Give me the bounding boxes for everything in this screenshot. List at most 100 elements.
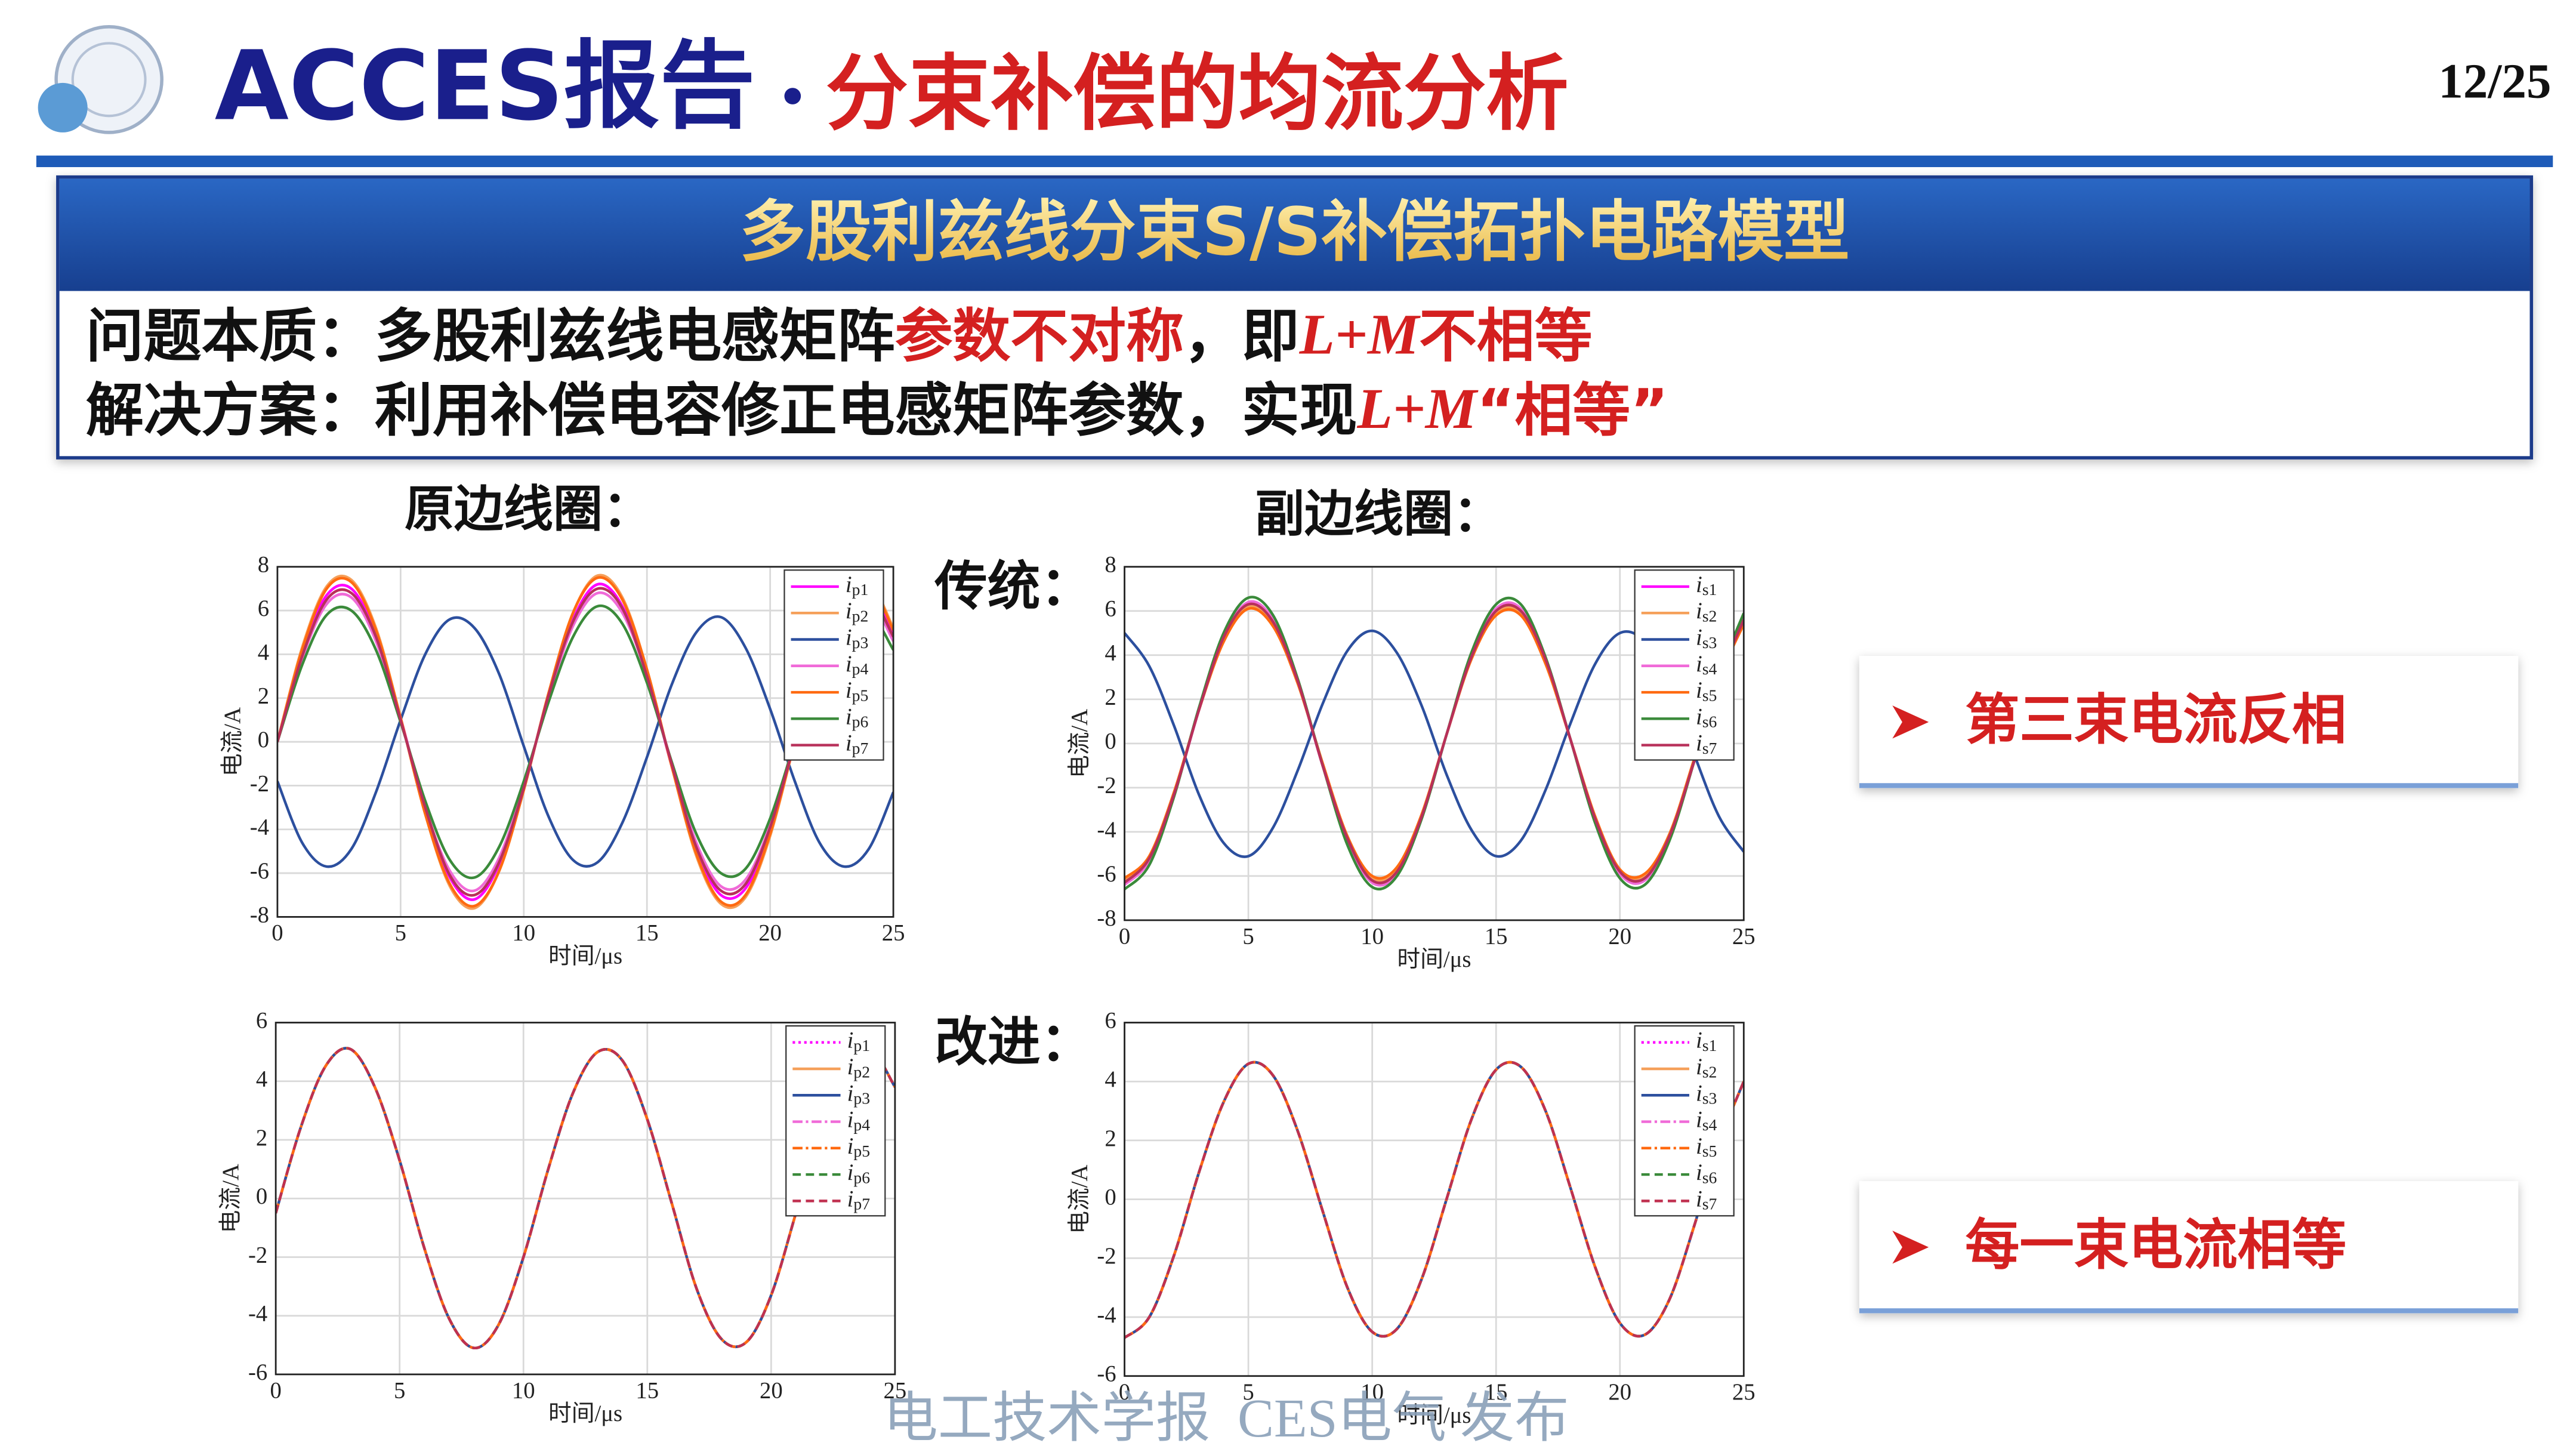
x-tick-label: 0: [270, 1377, 281, 1403]
legend-label-symbol: i: [846, 677, 852, 703]
legend-label: is2: [1696, 598, 1717, 625]
y-tick-label: 6: [258, 596, 269, 621]
y-tick-label: -4: [1097, 817, 1116, 843]
legend-label-subscript: s3: [1702, 1089, 1717, 1108]
legend-label-symbol: i: [1696, 572, 1702, 597]
line-chart: 0 5 10 15 20 25-8-6-4-202468时间/μs电流/Ais1is2is…: [1066, 552, 1755, 972]
y-tick-label: 0: [258, 727, 269, 753]
y-axis-label: 电流/A: [220, 707, 245, 776]
legend-label: ip5: [846, 677, 868, 705]
legend-label-symbol: i: [1696, 730, 1702, 756]
legend-label-subscript: s5: [1702, 1142, 1717, 1160]
legend-label-subscript: p1: [853, 1036, 870, 1055]
y-tick-label: 4: [1105, 1066, 1116, 1092]
x-tick-label: 0: [1119, 1379, 1130, 1405]
legend-label-symbol: i: [846, 730, 852, 756]
legend-label-subscript: s6: [1702, 713, 1717, 731]
legend-label: is4: [1696, 651, 1717, 679]
legend-label: ip5: [847, 1133, 870, 1161]
legend-label-subscript: p7: [852, 739, 869, 757]
series-group: [276, 1047, 895, 1349]
legend-label-symbol: i: [846, 704, 852, 729]
legend-label-symbol: i: [846, 624, 852, 650]
legend-label: ip4: [846, 651, 869, 679]
legend-label-subscript: p3: [853, 1089, 870, 1108]
text: 解决方案：利用补偿电容修正电感矩阵参数，实现: [86, 377, 1358, 444]
legend-label: ip6: [847, 1160, 870, 1187]
plot-frame: [1124, 1022, 1745, 1377]
legend-label-subscript: s7: [1702, 1195, 1717, 1213]
line-chart: 0 5 10 15 20 25-6-4-20246时间/μs电流/Aip1ip2ip3ip…: [218, 1007, 906, 1426]
legend-label: ip3: [846, 624, 868, 652]
header-rule: [36, 155, 2553, 168]
legend-label-symbol: i: [847, 1106, 854, 1132]
legend-label-symbol: i: [1696, 1054, 1702, 1080]
series-line: [1124, 602, 1744, 884]
y-tick-label: 0: [1105, 1184, 1116, 1210]
problem-line: 问题本质：多股利兹线电感矩阵参数不对称，即L+M不相等: [86, 303, 1593, 370]
y-tick-label: 2: [256, 1125, 267, 1151]
text: 不相等: [1419, 303, 1593, 370]
legend-label-symbol: i: [1696, 704, 1702, 729]
y-tick-label: -6: [250, 858, 269, 884]
y-tick-label: -6: [1097, 861, 1116, 887]
y-tick-label: -2: [1097, 773, 1116, 799]
x-tick-label: 20: [758, 920, 782, 946]
legend-label-subscript: s7: [1702, 739, 1717, 757]
callout-rule: [1859, 783, 2519, 788]
legend-label: is1: [1696, 1028, 1717, 1055]
x-tick-label: 25: [882, 920, 905, 946]
legend-label-subscript: p2: [852, 607, 869, 625]
y-tick-label: 2: [258, 683, 269, 709]
text: 问题本质：多股利兹线电感矩阵: [86, 303, 895, 370]
legend-label-subscript: p5: [852, 686, 869, 705]
y-tick-label: 8: [1105, 552, 1116, 578]
callout-arrow: [1892, 1231, 1929, 1264]
legend-label-subscript: p7: [853, 1195, 870, 1213]
legend-label: is6: [1696, 1160, 1717, 1187]
series-group: [1124, 1060, 1744, 1339]
x-tick-label: 5: [1242, 923, 1254, 949]
x-tick-label: 20: [1608, 923, 1631, 949]
x-tick-label: 25: [1732, 923, 1756, 949]
legend-label: ip7: [846, 730, 869, 757]
line-chart: 0 5 10 15 20 25-6-4-20246时间/μs电流/Ais1is2is3is…: [1066, 1007, 1755, 1428]
x-tick-label: 20: [1608, 1379, 1631, 1405]
legend-label-subscript: s2: [1702, 1063, 1717, 1081]
legend-label: ip7: [847, 1186, 871, 1213]
legend-label: is6: [1696, 704, 1717, 731]
legend-label-subscript: p4: [852, 659, 869, 678]
legend-label-subscript: p6: [853, 1169, 870, 1187]
y-tick-label: -2: [248, 1242, 267, 1268]
callout-rule: [1859, 1308, 2519, 1314]
legend-label: is1: [1696, 572, 1717, 599]
legend-label-subscript: p3: [852, 633, 869, 652]
legend-label-symbol: i: [847, 1054, 854, 1080]
legend-label: ip3: [847, 1080, 870, 1108]
x-tick-label: 25: [1732, 1379, 1756, 1405]
y-tick-label: 6: [1105, 596, 1116, 622]
plot-frame: [1124, 566, 1745, 921]
x-tick-label: 15: [635, 1377, 659, 1403]
legend-label-subscript: p5: [853, 1142, 870, 1160]
plot-frame: [274, 1022, 896, 1376]
formula: L+M: [1299, 303, 1421, 366]
legend-label-subscript: p6: [852, 713, 869, 731]
legend-label-symbol: i: [1696, 1160, 1702, 1185]
logo-ring: [71, 42, 147, 118]
x-tick-label: 10: [1361, 1379, 1384, 1405]
x-tick-label: 0: [272, 920, 283, 946]
text: 参数不对称: [895, 303, 1184, 370]
callout-box: [1859, 656, 2519, 788]
series-group: [1124, 596, 1744, 891]
legend-label-symbol: i: [1696, 1133, 1702, 1159]
y-tick-label: 8: [258, 552, 269, 578]
y-tick-label: 6: [1105, 1007, 1116, 1033]
x-tick-label: 5: [394, 1377, 405, 1403]
text: ，即: [1184, 303, 1300, 370]
y-tick-label: -8: [1097, 905, 1116, 931]
line-chart: 0 5 10 15 20 25-8-6-4-202468时间/μs电流/Aip1ip2ip…: [220, 552, 905, 969]
legend-label-subscript: s1: [1702, 581, 1717, 599]
legend-label-symbol: i: [1696, 1106, 1702, 1132]
x-axis-label: 时间/μs: [1397, 1402, 1471, 1428]
